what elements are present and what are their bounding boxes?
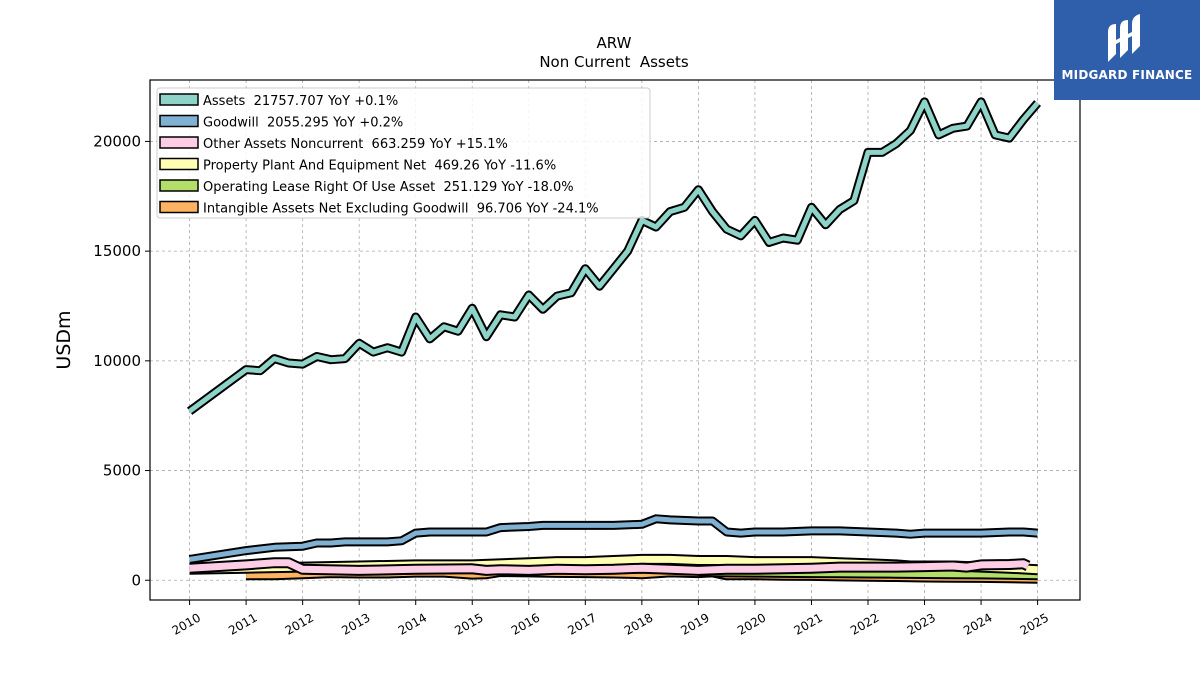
chart-title: ARW [597,34,632,52]
x-tick-label: 2019 [678,610,711,637]
x-tick-label: 2024 [961,610,994,637]
series-line [188,99,1040,414]
legend: Assets 21757.707 YoY +0.1% Goodwill 2055.… [156,87,651,219]
y-tick-label: 10000 [93,352,141,370]
plot-frame [149,79,1081,601]
x-tick-label: 2025 [1018,610,1051,637]
x-tick-label: 2023 [905,610,938,637]
x-tick-label: 2012 [283,610,316,637]
legend-label: Other Assets Noncurrent 663.259 YoY +15.… [203,137,508,152]
y-axis-label: USDm [53,310,75,369]
legend-swatch [159,157,199,171]
x-tick-label: 2013 [339,610,372,637]
x-tick-label: 2018 [622,610,655,637]
legend-swatch [159,200,199,214]
x-tick-label: 2021 [792,610,825,637]
chart-subtitle: Non Current Assets [539,53,689,71]
y-tick-label: 20000 [93,132,141,150]
legend-swatch [159,114,199,128]
x-tick-label: 2010 [170,610,203,637]
x-tick-label: 2015 [452,610,485,637]
x-tick-label: 2017 [565,610,598,637]
y-tick-label: 0 [131,571,141,589]
brand-name: MIDGARD FINANCE [1061,68,1193,82]
series-lines [186,97,1042,584]
legend-swatch [159,179,199,192]
y-tick-label: 15000 [93,242,141,260]
x-tick-label: 2011 [226,610,259,637]
x-tick-label: 2016 [509,610,542,637]
legend-swatch [159,93,199,106]
legend-label: Intangible Assets Net Excluding Goodwill… [203,202,599,217]
series-line [189,516,1038,562]
legend-label: Goodwill 2055.295 YoY +0.2% [203,116,403,131]
legend-swatch [159,136,199,149]
midgard-m-logo-icon [1108,14,1140,62]
x-tick-label: 2014 [396,610,429,637]
x-tick-label: 2020 [735,610,768,637]
y-tick-label: 5000 [103,462,141,480]
legend-label: Property Plant And Equipment Net 469.26 … [203,159,556,174]
series-line [189,559,1030,574]
legend-box [156,87,651,219]
x-tick-label: 2022 [848,610,881,637]
legend-label: Assets 21757.707 YoY +0.1% [203,94,398,109]
legend-label: Operating Lease Right Of Use Asset 251.1… [203,180,574,195]
brand-logo: MIDGARD FINANCE [1054,0,1200,100]
